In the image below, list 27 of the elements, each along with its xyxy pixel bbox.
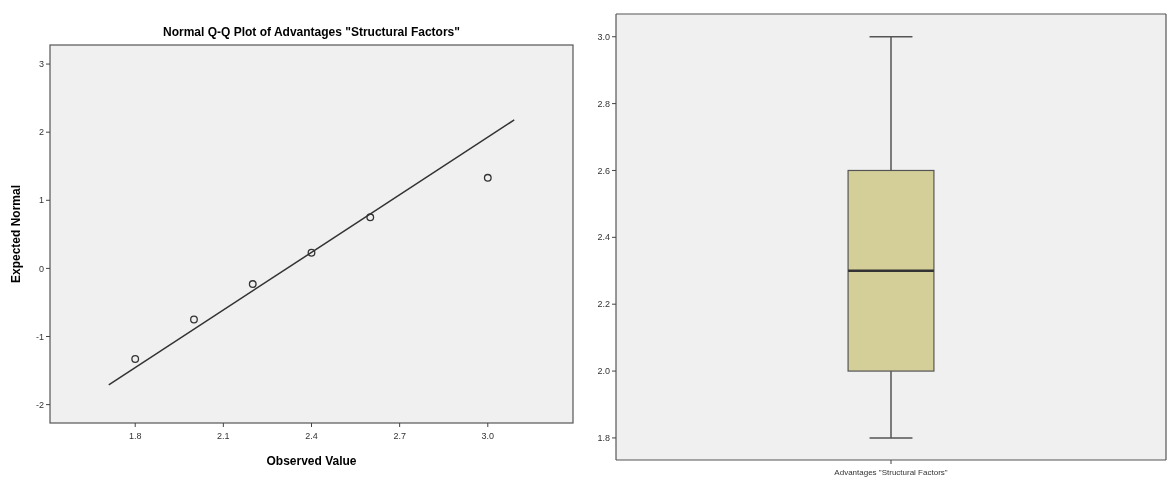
point — [248, 280, 257, 289]
point — [307, 248, 316, 257]
x-tick-label: 3.0 — [481, 431, 495, 441]
point — [131, 355, 140, 363]
x-tick-label: 1.8 — [128, 431, 142, 441]
x-tick-label: 2.7 — [393, 431, 406, 441]
chart-title: Normal Q-Q Plot of Advantages "Structural Factors" — [163, 25, 460, 39]
y-tick-label: -2 — [35, 399, 44, 410]
y-tick-label: 3 — [38, 59, 44, 70]
x-tick-label: Advantages "Structural Factors" — [834, 468, 948, 477]
y-tick-label: 2.4 — [597, 232, 610, 243]
y-tick-label: 2.8 — [597, 98, 610, 109]
point — [190, 315, 198, 324]
x-tick-label: 2.4 — [305, 431, 318, 441]
point — [366, 213, 375, 222]
x-tick-label: 2.1 — [217, 431, 230, 441]
y-tick-label: 2.2 — [597, 299, 610, 310]
y-tick-label: 0 — [38, 263, 44, 274]
point — [483, 173, 492, 182]
y-tick-label: 2 — [38, 127, 44, 138]
y-tick-label: 2.6 — [597, 165, 610, 176]
y-tick-label: 2.0 — [597, 366, 610, 377]
x-axis-title: Observed Value — [266, 454, 357, 468]
y-tick-label: 3.0 — [597, 31, 610, 42]
y-tick-label: 1 — [38, 195, 44, 206]
y-tick-label: -1 — [35, 331, 44, 342]
y-axis-title: Expected Normal — [9, 184, 23, 284]
